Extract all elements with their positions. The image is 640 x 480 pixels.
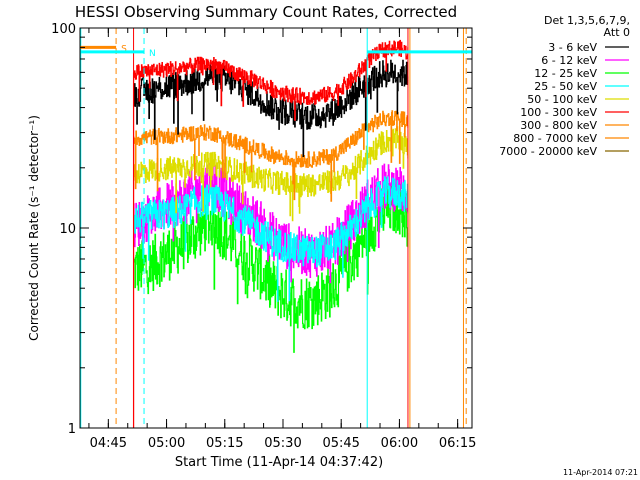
flag-label: S <box>121 44 127 54</box>
series-trace <box>133 176 409 302</box>
flag-label: N <box>149 49 156 59</box>
x-tick-label: 06:00 <box>381 436 418 451</box>
legend-label: 3 - 6 keV <box>548 41 597 54</box>
legend-label: 300 - 800 keV <box>520 119 597 132</box>
legend-label: 12 - 25 keV <box>534 67 597 80</box>
series-trace <box>133 39 409 121</box>
plot-frame <box>79 27 473 429</box>
y-axis-label: Corrected Count Rate (s⁻¹ detector⁻¹) <box>27 115 41 341</box>
series-trace <box>133 126 409 222</box>
legend-header-att: Att 0 <box>604 26 630 39</box>
legend-label: 50 - 100 keV <box>527 93 597 106</box>
timestamp: 11-Apr-2014 07:21 <box>563 468 638 477</box>
y-tick-label: 1 <box>68 422 76 437</box>
y-tick-label: 100 <box>51 22 76 37</box>
legend-label: 7000 - 20000 keV <box>499 145 597 158</box>
legend-header: Det 1,3,5,6,7,9, <box>544 14 630 27</box>
axis-layer: 1 10 100 04:45 05:00 05:15 05:30 05:45 06:00 06:1… <box>51 22 476 451</box>
x-axis-label: Start Time (11-Apr-14 04:37:42) <box>175 455 383 470</box>
legend-label: 25 - 50 keV <box>534 80 597 93</box>
x-tick-label: 05:00 <box>148 436 185 451</box>
y-tick-label: 10 <box>59 222 76 237</box>
x-tick-label: 05:15 <box>206 436 243 451</box>
data-layer <box>133 39 409 353</box>
x-tick-label: 04:45 <box>90 436 127 451</box>
legend-label: 100 - 300 keV <box>520 106 597 119</box>
x-tick-label: 05:45 <box>322 436 359 451</box>
series-trace <box>133 59 409 157</box>
series-trace <box>133 180 409 353</box>
legend-label: 800 - 7000 keV <box>513 132 597 145</box>
legend-label: 6 - 12 keV <box>541 54 597 67</box>
chart-title: HESSI Observing Summary Count Rates, Cor… <box>75 3 457 21</box>
x-tick-label: 06:15 <box>439 436 476 451</box>
x-tick-label: 05:30 <box>264 436 301 451</box>
series-trace <box>133 110 409 202</box>
